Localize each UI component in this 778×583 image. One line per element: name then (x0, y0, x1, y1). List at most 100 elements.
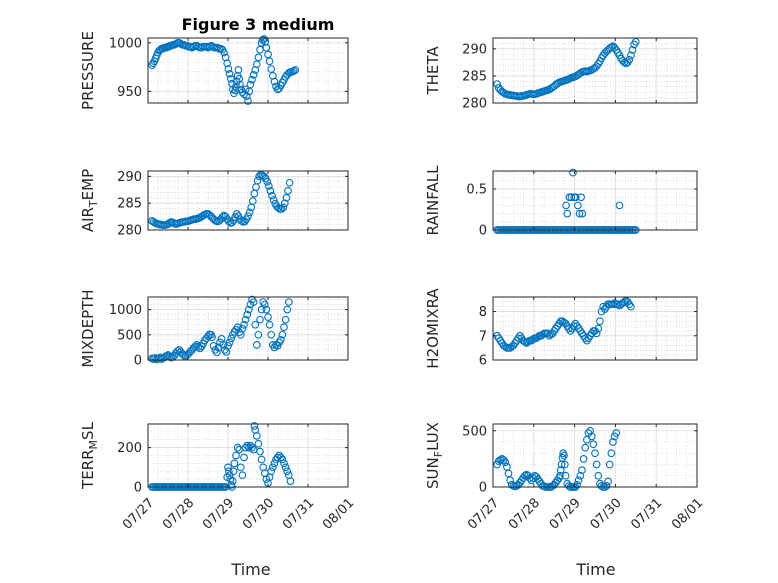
data-point (244, 97, 252, 105)
y-tick-label: 0 (134, 481, 142, 496)
y-axis-label-tail: LUX (424, 422, 442, 451)
data-point (253, 176, 262, 185)
data-point (256, 315, 264, 324)
data-point (284, 186, 292, 195)
data-point (269, 196, 278, 204)
x-tick-label: 08/01 (320, 496, 357, 533)
y-axis-label: AIRTEMP (79, 169, 100, 232)
data-point (627, 302, 635, 311)
data-point (560, 460, 569, 469)
data-point (563, 209, 572, 218)
data-point (612, 429, 621, 437)
data-point (237, 217, 246, 225)
data-point (261, 38, 270, 46)
data-point (224, 65, 233, 73)
data-point (592, 460, 601, 469)
data-point (284, 69, 293, 77)
data-point (224, 342, 232, 350)
y-axis-label-main: TERR (79, 449, 97, 490)
y-tick-label: 0 (479, 224, 487, 239)
figure-title: Figure 3 medium (182, 15, 335, 34)
y-axis-label: THETA (424, 46, 442, 96)
data-point (577, 193, 585, 202)
data-point (257, 455, 266, 464)
data-point (556, 471, 564, 480)
data-point (571, 193, 580, 202)
data-point (213, 43, 222, 52)
data-point (276, 453, 285, 462)
data-point (270, 77, 279, 86)
data-point (226, 74, 235, 83)
x-tick-label: 07/30 (588, 496, 625, 533)
data-point (291, 66, 300, 74)
data-point (265, 320, 274, 329)
panel-4: 0 0.5 RAINFALL (424, 165, 698, 239)
x-tick-label: 07/31 (280, 496, 317, 533)
data-point (248, 443, 256, 452)
y-tick-label: 290 (462, 42, 487, 57)
data-point (558, 453, 567, 462)
data-point (236, 80, 244, 89)
data-point (529, 474, 537, 482)
data-point (274, 204, 283, 212)
axes-box (492, 37, 698, 104)
y-tick-label: 0.5 (466, 183, 487, 198)
y-tick-label: 0 (479, 481, 487, 496)
data-point (591, 449, 599, 458)
data-point (607, 449, 616, 458)
y-tick-label: 6 (479, 354, 487, 369)
data-point (506, 476, 514, 485)
data-point (279, 203, 288, 212)
data-point (578, 209, 587, 218)
y-axis-label-subscript: M (87, 440, 100, 450)
x-tick-label: 07/27 (120, 496, 157, 533)
data-point (263, 177, 272, 186)
data-point (579, 455, 588, 463)
data-point (249, 298, 258, 306)
data-point (149, 59, 158, 68)
data-point (241, 315, 250, 324)
data-point (225, 338, 234, 347)
x-axis-title-right: Time (575, 560, 615, 579)
data-point (264, 182, 273, 190)
data-point (238, 471, 247, 480)
data-point (581, 443, 590, 452)
panel-5: 0 500 1000 MIXDEPTH (79, 289, 349, 369)
data-point (281, 463, 290, 472)
data-point (250, 422, 259, 430)
data-point (597, 482, 606, 490)
data-point (493, 80, 501, 88)
x-tick-label: 07/28 (506, 496, 543, 533)
y-tick-label: 7 (479, 329, 487, 344)
data-point (254, 53, 263, 62)
x-tick-label: 07/28 (160, 496, 197, 533)
y-axis-label-main: AIR (79, 207, 97, 232)
data-point (278, 455, 287, 464)
y-tick-label: 8 (479, 305, 487, 320)
data-point (573, 480, 581, 489)
data-point (520, 471, 529, 480)
data-point (246, 80, 255, 89)
y-tick-label: 285 (117, 197, 142, 212)
data-point (501, 458, 510, 467)
data-point (270, 459, 279, 468)
data-point (227, 334, 236, 343)
data-point (280, 199, 289, 208)
data-point (254, 330, 263, 339)
axes-box (147, 37, 349, 104)
data-point (605, 460, 614, 469)
plot-area (493, 171, 697, 230)
x-tick-label: 07/27 (465, 496, 502, 533)
data-point (265, 57, 274, 66)
data-point (230, 459, 239, 468)
data-point (553, 476, 562, 485)
data-point (233, 443, 242, 452)
data-point (224, 467, 233, 476)
data-point (574, 476, 583, 485)
axes-box (492, 423, 698, 488)
data-point (225, 471, 234, 480)
y-axis-label: H2OMIXRA (424, 288, 442, 369)
data-point (224, 217, 233, 226)
data-point (233, 323, 242, 332)
